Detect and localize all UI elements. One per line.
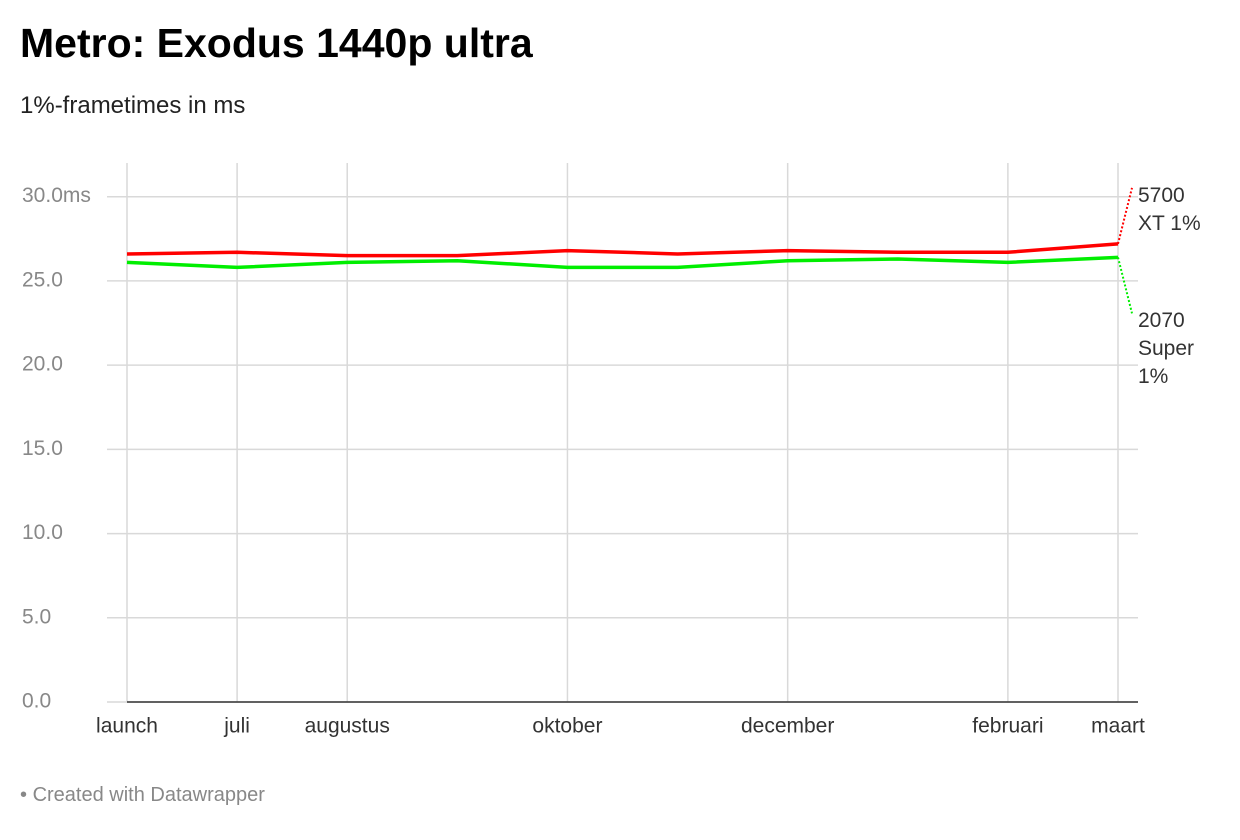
y-tick-label: 15.0 bbox=[22, 437, 63, 460]
series-label: 2070 Super 1% bbox=[1138, 309, 1195, 389]
y-tick-label: 30.0ms bbox=[22, 184, 91, 207]
y-tick-label: 20.0 bbox=[22, 353, 63, 376]
y-tick-label: 5.0 bbox=[22, 605, 51, 628]
footer-text: Created with Datawrapper bbox=[32, 784, 265, 806]
x-tick-label: december bbox=[741, 715, 834, 738]
x-tick-label: augustus bbox=[305, 715, 390, 738]
footer: • Created with Datawrapper bbox=[20, 784, 265, 806]
x-tick-label: februari bbox=[972, 715, 1043, 738]
series-label: 5700 XT 1% bbox=[1138, 183, 1201, 235]
x-tick-label: juli bbox=[223, 715, 250, 738]
x-tick-label: oktober bbox=[532, 715, 602, 738]
x-tick-label: maart bbox=[1091, 715, 1145, 738]
chart-title: Metro: Exodus 1440p ultra bbox=[20, 20, 533, 66]
label-connector bbox=[1117, 257, 1133, 314]
series-line bbox=[126, 242, 1119, 258]
y-tick-label: 10.0 bbox=[22, 521, 63, 544]
y-tick-label: 25.0 bbox=[22, 268, 63, 291]
series-line bbox=[126, 255, 1119, 270]
chart-subtitle: 1%-frametimes in ms bbox=[20, 92, 246, 119]
label-connector bbox=[1117, 187, 1133, 245]
y-tick-label: 0.0 bbox=[22, 690, 51, 713]
x-tick-label: launch bbox=[96, 715, 158, 738]
